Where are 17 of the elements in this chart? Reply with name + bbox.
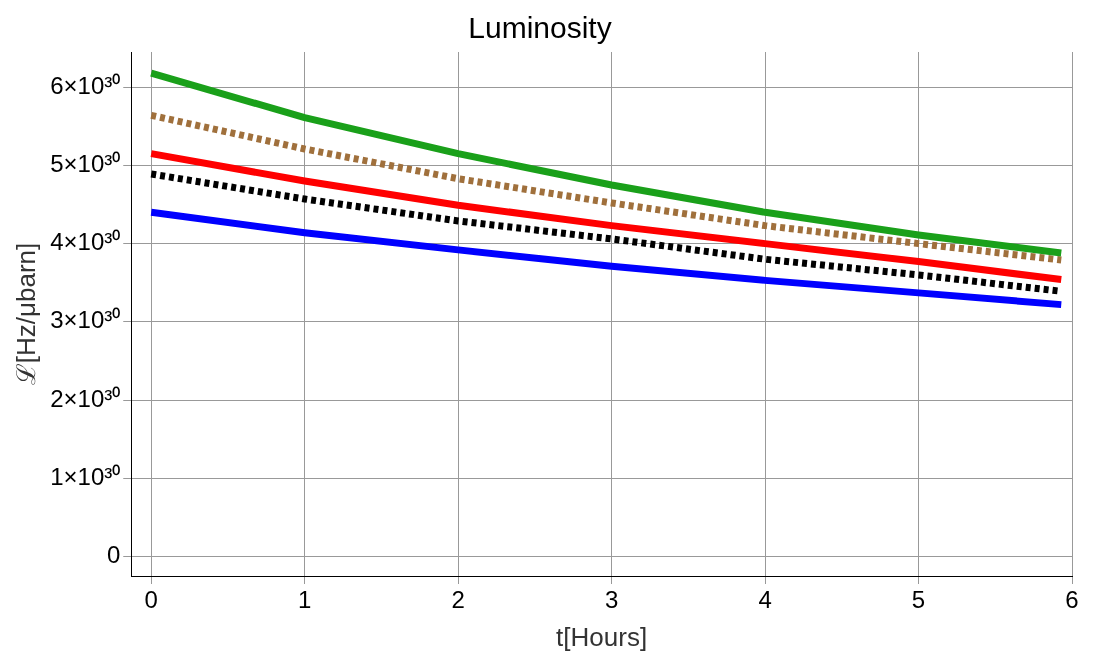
x-tick-label: 6 bbox=[1065, 586, 1079, 614]
y-axis-title: ℒ[Hz/μbarn] bbox=[10, 242, 41, 386]
y-tick-label: 5×10³⁰ bbox=[50, 150, 121, 178]
x-tick-label: 4 bbox=[758, 586, 772, 614]
y-tick-label: 2×10³⁰ bbox=[50, 384, 121, 412]
y-tick-label: 1×10³⁰ bbox=[50, 462, 121, 490]
x-tick-label: 1 bbox=[297, 586, 312, 614]
y-tick-label: 3×10³⁰ bbox=[50, 306, 121, 334]
x-axis-title: t[Hours] bbox=[556, 621, 648, 652]
x-tick-label: 3 bbox=[604, 586, 619, 614]
chart-title: Luminosity bbox=[468, 11, 612, 45]
y-tick-label: 6×10³⁰ bbox=[50, 71, 121, 99]
x-tick-label: 5 bbox=[911, 586, 926, 614]
x-tick-label: 2 bbox=[451, 586, 465, 614]
y-tick-label: 4×10³⁰ bbox=[50, 228, 121, 256]
x-tick-label: 0 bbox=[144, 586, 158, 614]
y-tick-label: 0 bbox=[106, 541, 121, 569]
